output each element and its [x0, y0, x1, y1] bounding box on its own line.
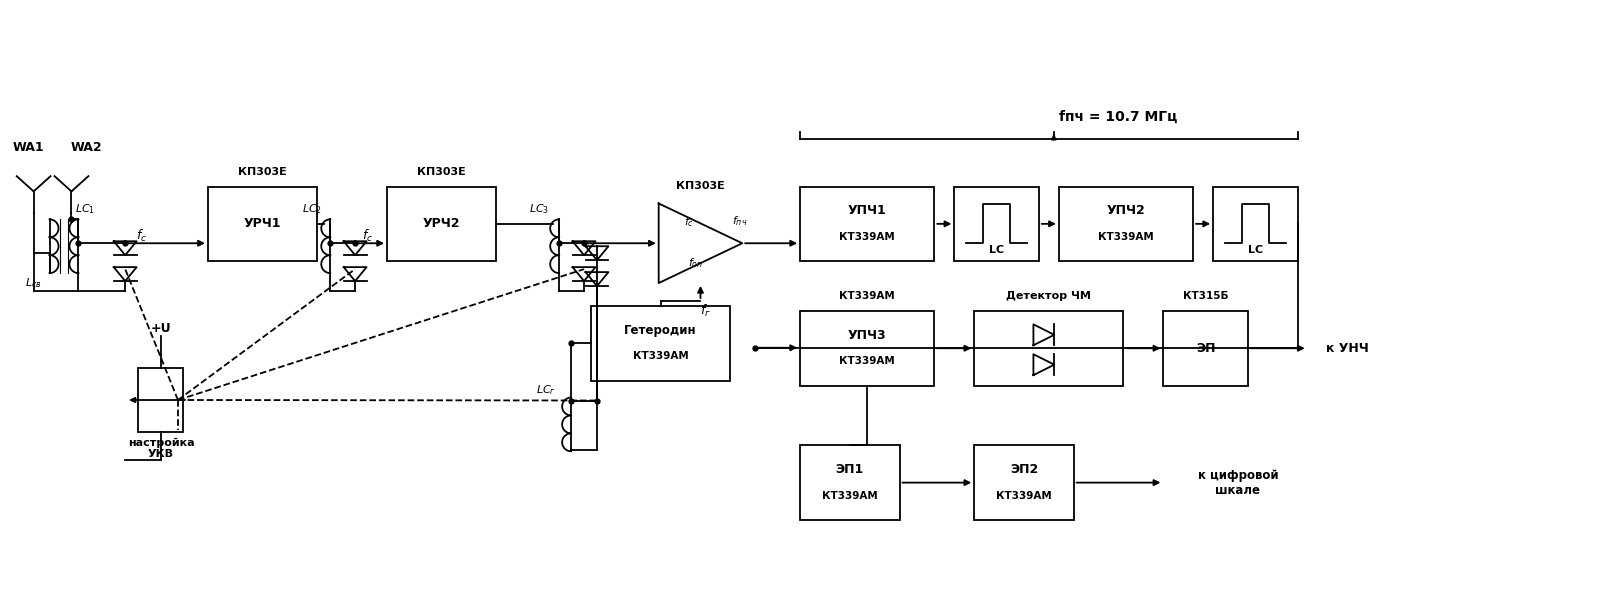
Bar	[1162, 311, 1247, 385]
Text: LC: LC	[989, 245, 1003, 255]
Text: КТ339АМ: КТ339АМ	[632, 351, 689, 361]
Text: КТ339АМ: КТ339АМ	[839, 356, 894, 366]
Text: LC: LC	[1247, 245, 1262, 255]
Text: к УНЧ: к УНЧ	[1326, 342, 1367, 355]
Text: $f_c$: $f_c$	[684, 216, 693, 229]
Text: $f_c$: $f_c$	[361, 228, 372, 244]
Text: КТ339АМ: КТ339АМ	[822, 491, 876, 501]
Text: настройка
УКВ: настройка УКВ	[128, 437, 194, 459]
Bar	[138, 368, 183, 433]
Bar	[1212, 187, 1297, 261]
Text: $LC_1$: $LC_1$	[75, 203, 95, 216]
Text: $f_г$: $f_г$	[700, 303, 711, 319]
Text: $f_{пч}$: $f_{пч}$	[732, 215, 746, 228]
Text: $LC_2$: $LC_2$	[302, 203, 323, 216]
Bar	[974, 445, 1074, 520]
Bar	[207, 187, 318, 261]
Text: Детектор ЧМ: Детектор ЧМ	[1006, 291, 1090, 301]
Text: УРЧ1: УРЧ1	[244, 217, 281, 230]
Text: ЭП1: ЭП1	[835, 463, 863, 476]
Text: к цифровой
шкале: к цифровой шкале	[1197, 469, 1278, 496]
Text: ЭП2: ЭП2	[1010, 463, 1037, 476]
Text: fпч = 10.7 МГц: fпч = 10.7 МГц	[1059, 110, 1176, 124]
Text: КП303Е: КП303Е	[676, 180, 724, 190]
Bar	[799, 445, 899, 520]
Text: $LC_г$: $LC_г$	[536, 384, 555, 398]
Text: КТ339АМ: КТ339АМ	[839, 232, 894, 242]
Bar	[387, 187, 496, 261]
Text: УПЧ1: УПЧ1	[847, 204, 886, 217]
Text: $f_{оп}$: $f_{оп}$	[687, 256, 703, 270]
Text: $f_c$: $f_c$	[135, 228, 146, 244]
Bar	[953, 187, 1038, 261]
Text: WA1: WA1	[13, 141, 45, 154]
Text: ЭП: ЭП	[1196, 342, 1215, 355]
Bar	[799, 311, 934, 385]
Text: WA2: WA2	[71, 141, 103, 154]
Text: +U: +U	[151, 322, 172, 335]
Bar	[1058, 187, 1193, 261]
Bar	[974, 311, 1124, 385]
Text: $LC_3$: $LC_3$	[528, 203, 549, 216]
Text: $L_{св}$: $L_{св}$	[26, 276, 42, 290]
Text: УРЧ2: УРЧ2	[422, 217, 461, 230]
Text: КТ339АМ: КТ339АМ	[1098, 232, 1152, 242]
Text: КТ339АМ: КТ339АМ	[995, 491, 1051, 501]
Text: УПЧ2: УПЧ2	[1106, 204, 1144, 217]
Text: КП303Е: КП303Е	[417, 167, 465, 177]
Text: УПЧ3: УПЧ3	[847, 329, 886, 342]
Text: КТ339АМ: КТ339АМ	[839, 291, 894, 301]
Bar	[799, 187, 934, 261]
Bar	[591, 306, 730, 381]
Text: КТ315Б: КТ315Б	[1183, 291, 1228, 301]
Text: Гетеродин: Гетеродин	[624, 324, 697, 337]
Text: КП303Е: КП303Е	[238, 167, 287, 177]
